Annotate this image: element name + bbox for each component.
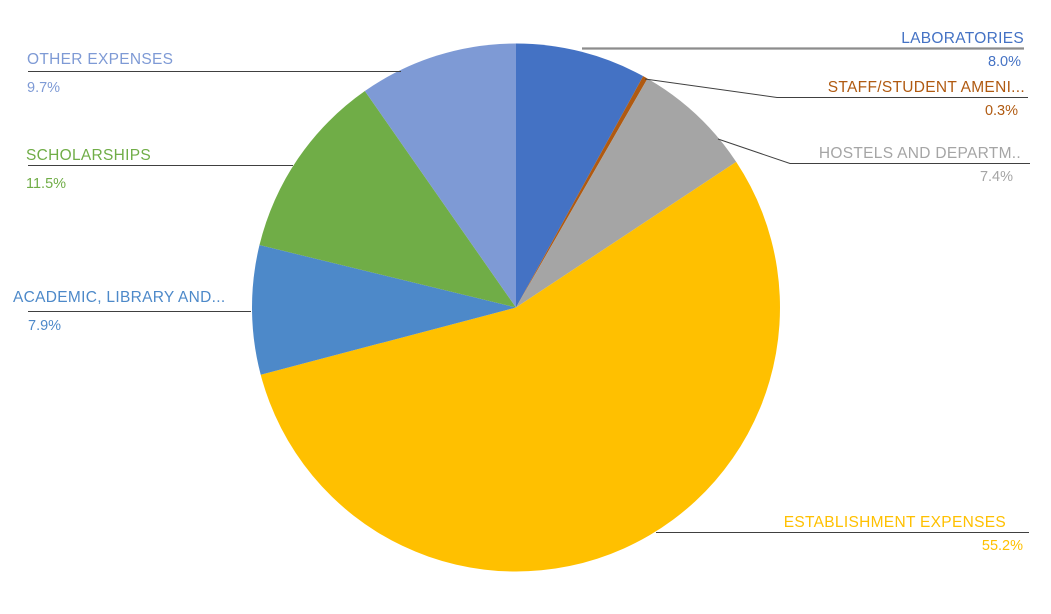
slice-pct-academic-library: 7.9% xyxy=(28,318,62,334)
slice-pct-scholarships: 11.5% xyxy=(26,176,67,192)
slice-label-hostels-departments: HOSTELS AND DEPARTM.. xyxy=(818,145,1021,162)
slice-label-academic-library: ACADEMIC, LIBRARY AND... xyxy=(13,289,226,306)
callout-academic-library: ACADEMIC, LIBRARY AND... 7.9% xyxy=(13,288,226,335)
pie-slice-hostels-and-departm[interactable] xyxy=(516,78,737,308)
callout-scholarships: SCHOLARSHIPS 11.5% xyxy=(26,146,151,193)
slice-pct-other-expenses: 9.7% xyxy=(27,80,61,96)
pie-slice-academic-library-and[interactable] xyxy=(251,245,516,375)
callout-laboratories: LABORATORIES 8.0% xyxy=(901,29,1024,71)
pie-slice-other-expenses[interactable] xyxy=(364,43,516,308)
pie-slice-staff-student-ameni[interactable] xyxy=(516,76,648,308)
callout-other-expenses: OTHER EXPENSES 9.7% xyxy=(27,50,173,97)
pie-slice-establishment-expenses[interactable] xyxy=(260,161,780,572)
slice-label-staff-student-amenities: STAFF/STUDENT AMENI... xyxy=(827,79,1025,96)
pie-slice-scholarships[interactable] xyxy=(259,91,516,308)
slice-pct-laboratories: 8.0% xyxy=(987,54,1021,70)
pie-slice-laboratories[interactable] xyxy=(516,43,644,308)
slice-label-scholarships: SCHOLARSHIPS xyxy=(26,147,152,164)
leader-line-staff-student-ameni xyxy=(644,78,1028,98)
slice-pct-staff-student-amenities: 0.3% xyxy=(984,103,1018,119)
callout-hostels-departments: HOSTELS AND DEPARTM.. 7.4% xyxy=(819,144,1021,186)
slice-label-laboratories: LABORATORIES xyxy=(901,30,1024,47)
slice-label-other-expenses: OTHER EXPENSES xyxy=(27,51,174,68)
leader-line-hostels-and-departm xyxy=(717,138,1030,164)
callout-staff-student-amenities: STAFF/STUDENT AMENI... 0.3% xyxy=(828,78,1025,120)
slice-pct-hostels-departments: 7.4% xyxy=(979,169,1013,185)
slice-pct-establishment-expenses: 55.2% xyxy=(981,538,1023,554)
slice-label-establishment-expenses: ESTABLISHMENT EXPENSES xyxy=(783,514,1006,531)
callout-establishment-expenses: ESTABLISHMENT EXPENSES 55.2% xyxy=(784,513,1023,555)
